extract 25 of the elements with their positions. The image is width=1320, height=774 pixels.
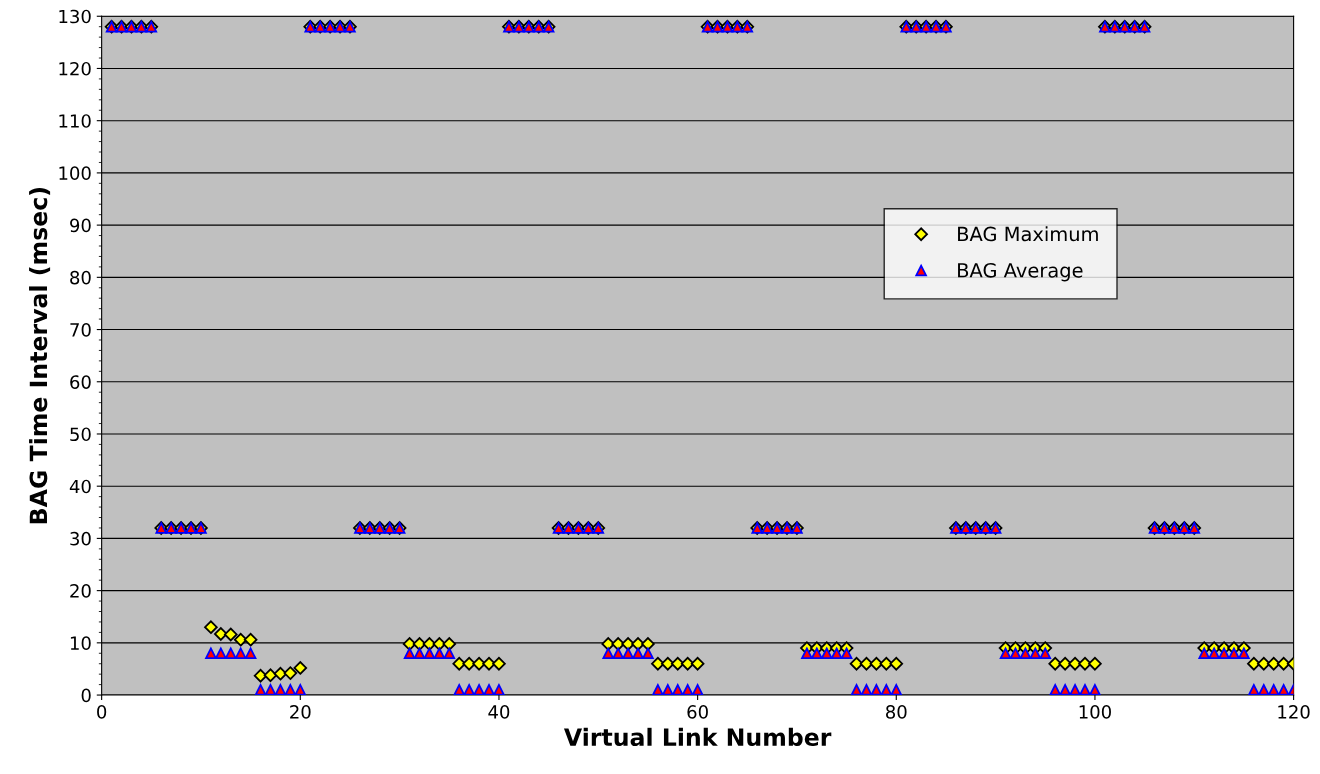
y-tick-label: 10 bbox=[70, 636, 91, 650]
y-tick-label: 90 bbox=[70, 218, 91, 233]
legend-label: BAG Maximum bbox=[958, 226, 1098, 242]
y-tick-label: 20 bbox=[70, 584, 91, 598]
y-tick-label: 120 bbox=[59, 61, 91, 76]
y-tick-label: 30 bbox=[70, 531, 91, 546]
x-tick-label: 40 bbox=[488, 705, 510, 719]
x-tick-label: 80 bbox=[886, 705, 907, 719]
x-tick-label: 100 bbox=[1079, 705, 1111, 719]
x-tick-label: 120 bbox=[1278, 705, 1310, 719]
x-axis-title: Virtual Link Number bbox=[563, 727, 832, 747]
legend-label: BAG Average bbox=[958, 262, 1083, 282]
y-tick-label: 40 bbox=[69, 479, 91, 494]
x-tick-label: 0 bbox=[97, 705, 107, 719]
y-tick-label: 50 bbox=[70, 427, 91, 442]
y-tick-label: 130 bbox=[59, 9, 91, 24]
y-tick-label: 60 bbox=[70, 375, 91, 389]
x-tick-label: 60 bbox=[687, 705, 708, 719]
y-tick-label: 0 bbox=[81, 688, 91, 703]
x-tick-label: 20 bbox=[290, 705, 311, 719]
y-tick-label: 110 bbox=[59, 114, 91, 128]
y-axis-title: BAG Time Interval (msec) bbox=[29, 188, 51, 524]
y-tick-label: 70 bbox=[70, 323, 91, 337]
y-tick-label: 80 bbox=[70, 270, 91, 285]
y-tick-label: 100 bbox=[59, 166, 91, 181]
